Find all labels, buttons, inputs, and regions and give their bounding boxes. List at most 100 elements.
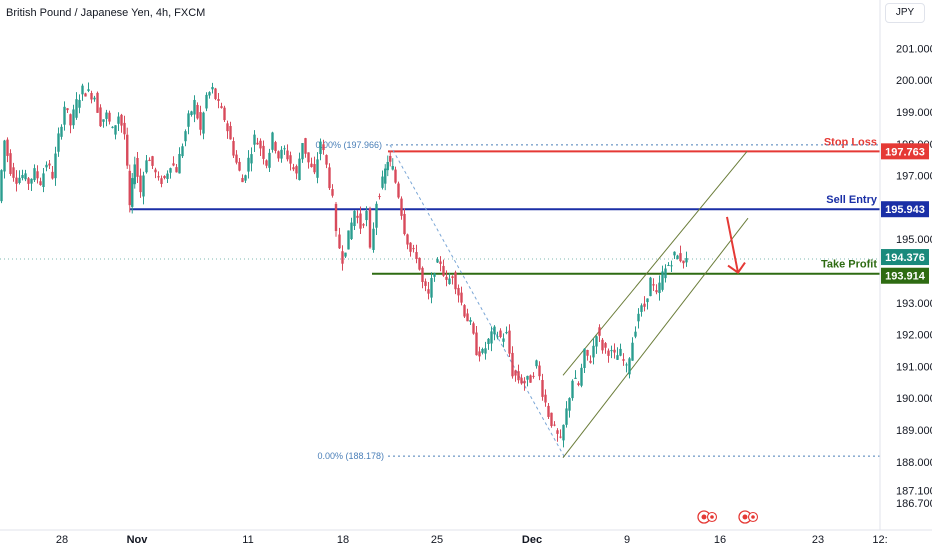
candle-body bbox=[301, 143, 304, 160]
candle-body bbox=[634, 331, 637, 337]
candle-body bbox=[126, 134, 129, 166]
candle-body bbox=[298, 158, 301, 181]
candle-body bbox=[421, 267, 424, 282]
price-label-text: 194.376 bbox=[885, 252, 925, 264]
candle-body bbox=[565, 408, 568, 425]
candle-body bbox=[133, 164, 136, 185]
time-tick: 16 bbox=[714, 534, 726, 546]
candle-body bbox=[93, 97, 96, 100]
candle-body bbox=[81, 85, 84, 95]
candle-body bbox=[259, 140, 262, 149]
candle-body bbox=[250, 154, 253, 164]
candle-body bbox=[472, 323, 475, 334]
candle-body bbox=[610, 350, 613, 352]
time-axis: 28 Nov 11 18 25 Dec 9 16 23 12: bbox=[0, 529, 932, 546]
candle-body bbox=[424, 281, 427, 286]
price-label-text: 197.763 bbox=[885, 146, 925, 158]
candle-body bbox=[344, 252, 347, 257]
candle-body bbox=[99, 107, 102, 127]
candle-body bbox=[389, 155, 392, 162]
candle-body bbox=[145, 160, 148, 173]
time-tick: Dec bbox=[522, 534, 542, 546]
candle-body bbox=[316, 159, 319, 178]
candle-body bbox=[57, 133, 60, 152]
candle-body bbox=[368, 208, 372, 248]
candle-body bbox=[664, 268, 667, 279]
candle-body bbox=[271, 132, 274, 150]
candle-body bbox=[619, 348, 622, 356]
candle-body bbox=[592, 345, 595, 358]
candle-body bbox=[356, 215, 359, 218]
time-tick: 23 bbox=[812, 534, 824, 546]
candle-body bbox=[655, 290, 658, 293]
candle-body bbox=[460, 292, 463, 303]
candle-body bbox=[685, 258, 688, 263]
candle-body bbox=[601, 339, 604, 351]
candle-body bbox=[27, 178, 30, 184]
candle-body bbox=[139, 175, 142, 193]
candle-body bbox=[331, 189, 334, 196]
candle-body bbox=[238, 161, 241, 171]
candle-body bbox=[232, 141, 235, 156]
candle-body bbox=[286, 150, 289, 160]
candle-body bbox=[102, 119, 105, 122]
candle-body bbox=[123, 122, 126, 135]
candle-body bbox=[454, 272, 457, 290]
candle-body bbox=[418, 257, 421, 270]
candle-body bbox=[15, 177, 18, 184]
candle-body bbox=[226, 123, 229, 132]
price-label-box bbox=[881, 249, 929, 266]
candle-body bbox=[520, 377, 523, 384]
candle-body bbox=[583, 348, 586, 368]
candle-body bbox=[196, 104, 199, 119]
price-label-text: 193.914 bbox=[885, 271, 926, 283]
candle-body bbox=[451, 276, 454, 278]
candle-body bbox=[187, 113, 190, 127]
level-name: Stop Loss bbox=[824, 136, 877, 148]
currency-button[interactable]: JPY bbox=[885, 3, 925, 23]
candle-body bbox=[499, 330, 502, 338]
candle-body bbox=[111, 126, 114, 128]
candle-body bbox=[310, 163, 313, 168]
candle-body bbox=[105, 112, 108, 119]
candle-body bbox=[24, 173, 27, 180]
channel-upper-line bbox=[562, 151, 748, 376]
candle-body bbox=[622, 359, 625, 361]
candle-body bbox=[589, 360, 592, 363]
candle-body bbox=[559, 436, 562, 438]
candle-body bbox=[457, 287, 460, 296]
chart-title: British Pound / Japanese Yen, 4h, FXCM bbox=[6, 7, 206, 19]
candle-body bbox=[292, 167, 295, 170]
candle-body bbox=[448, 278, 451, 285]
candle-body bbox=[202, 112, 205, 134]
candles bbox=[0, 82, 688, 448]
candle-body bbox=[616, 355, 619, 360]
candle-body bbox=[362, 224, 365, 226]
time-tick: 12: bbox=[872, 534, 887, 546]
candle-body bbox=[9, 153, 12, 174]
price-label-box bbox=[881, 143, 929, 160]
candle-body bbox=[487, 338, 490, 345]
candle-body bbox=[649, 277, 652, 297]
price-label-box bbox=[881, 267, 929, 284]
candle-body bbox=[397, 183, 400, 198]
candle-body bbox=[160, 178, 163, 184]
level-name: Take Profit bbox=[821, 259, 877, 271]
candle-body bbox=[87, 89, 90, 91]
candle-body bbox=[475, 332, 478, 356]
candle-body bbox=[394, 169, 397, 183]
candle-body bbox=[235, 154, 238, 163]
candle-body bbox=[244, 175, 247, 181]
fib-level-label: 0.00% (197.966) bbox=[315, 140, 382, 150]
candle-body bbox=[538, 365, 541, 377]
candle-body bbox=[484, 348, 487, 354]
price-tick: 188.000 bbox=[896, 457, 932, 469]
candle-body bbox=[568, 398, 571, 411]
candle-body bbox=[307, 152, 310, 163]
price-tick: 191.000 bbox=[896, 361, 932, 373]
candle-body bbox=[334, 203, 338, 232]
channel-lower-line bbox=[562, 217, 749, 458]
candle-body bbox=[607, 350, 610, 356]
candle-body bbox=[265, 160, 268, 166]
